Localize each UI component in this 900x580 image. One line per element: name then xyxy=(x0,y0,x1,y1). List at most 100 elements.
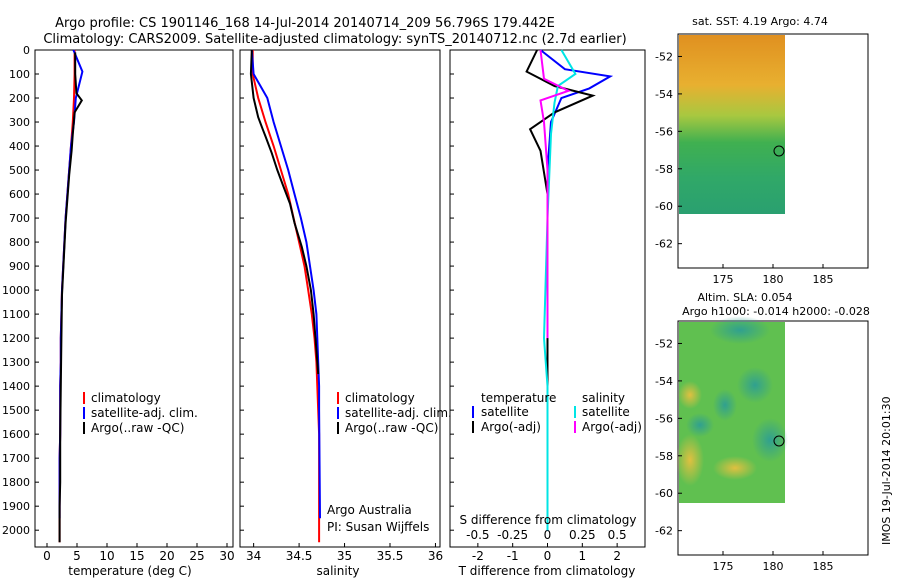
legend-label-climatology: climatology xyxy=(91,391,161,405)
legend-label-argo: Argo(..raw -QC) xyxy=(345,421,438,435)
temp-tick-label: 15 xyxy=(129,549,144,563)
series-line-salinity-satellite xyxy=(542,49,577,531)
lat-tick-label: -60 xyxy=(655,200,673,213)
lon-tick-label: 180 xyxy=(763,273,784,286)
temp-tick-label: 30 xyxy=(219,549,234,563)
legend-label-climatology: climatology xyxy=(345,391,415,405)
diff-s-tick-label: 0 xyxy=(544,528,552,542)
salinity-tick-label: 35 xyxy=(337,549,352,563)
salinity-tick-label: 34 xyxy=(246,549,261,563)
depth-tick-label: 500 xyxy=(9,164,30,177)
diff-s-tick-label: 0.5 xyxy=(608,528,627,542)
lat-tick-label: -58 xyxy=(655,163,673,176)
x-axes: 0 5 10 15 20 25 30 34 34.5 35 35.5 36 -2 -1 0 1 2 -0.5 -0.… xyxy=(43,528,627,563)
sla-argo-position-marker xyxy=(773,435,785,447)
title-line-2: Climatology: CARS2009. Satellite-adjuste… xyxy=(43,32,626,47)
series-line-argo-raw-qc- xyxy=(58,52,84,543)
diff-tick-label: 1 xyxy=(579,549,587,563)
temp-tick-label: 0 xyxy=(43,549,51,563)
legend-label-satellite: satellite-adj. clim. xyxy=(91,406,198,420)
sst-map-image xyxy=(679,35,785,214)
legend-label-argo: Argo(..raw -QC) xyxy=(91,421,184,435)
depth-tick-label: 1900 xyxy=(2,500,30,513)
depth-tick-label: 1400 xyxy=(2,380,30,393)
temperature-legend: climatology satellite-adj. clim. Argo(..… xyxy=(83,391,198,435)
legend-header-temperature: temperature xyxy=(481,391,556,405)
depth-tick-label: 1600 xyxy=(2,428,30,441)
depth-tick-label: 0 xyxy=(23,44,30,57)
pi-label: PI: Susan Wijffels xyxy=(327,520,429,534)
lon-tick-label: 185 xyxy=(813,273,834,286)
legend-label-t-argo: Argo(-adj) xyxy=(481,420,541,434)
lat-tick-label: -56 xyxy=(655,412,673,425)
timestamp: IMOS 19-Jul-2014 20:01:30 xyxy=(880,396,893,545)
lat-tick-label: -62 xyxy=(655,525,673,538)
depth-tick-label: 900 xyxy=(9,260,30,273)
diff-tick-label: 0 xyxy=(544,549,552,563)
salinity-tick-label: 36 xyxy=(428,549,443,563)
temp-tick-label: 25 xyxy=(189,549,204,563)
lat-tick-label: -52 xyxy=(655,50,673,63)
depth-tick-label: 1000 xyxy=(2,284,30,297)
lat-tick-label: -62 xyxy=(655,238,673,251)
sst-map-title: sat. SST: 4.19 Argo: 4.74 xyxy=(692,15,828,28)
series-line-temperature-satellite xyxy=(539,49,614,531)
temp-tick-label: 5 xyxy=(73,549,81,563)
difference-xlabel: T difference from climatology xyxy=(458,564,636,578)
depth-tick-label: 1300 xyxy=(2,356,30,369)
institution-label: Argo Australia xyxy=(327,503,412,517)
difference-top-label: S difference from climatology xyxy=(460,513,637,527)
lat-tick-label: -54 xyxy=(655,88,673,101)
depth-tick-label: 100 xyxy=(9,68,30,81)
legend-label-satellite: satellite-adj. clim. xyxy=(345,406,452,420)
salinity-legend: climatology satellite-adj. clim. Argo(..… xyxy=(337,391,452,435)
depth-tick-label: 200 xyxy=(9,92,30,105)
depth-tick-label: 300 xyxy=(9,116,30,129)
depth-tick-label: 1800 xyxy=(2,476,30,489)
lat-tick-label: -54 xyxy=(655,375,673,388)
depth-tick-label: 400 xyxy=(9,140,30,153)
depth-tick-label: 1200 xyxy=(2,332,30,345)
sst-argo-position-marker xyxy=(773,145,785,157)
lon-tick-label: 175 xyxy=(713,273,734,286)
temp-tick-label: 20 xyxy=(159,549,174,563)
lat-tick-label: -60 xyxy=(655,487,673,500)
series-line-temperature-argo-adj- xyxy=(525,49,596,531)
salinity-tick-label: 35.5 xyxy=(377,549,404,563)
salinity-xlabel: salinity xyxy=(316,564,359,578)
temp-tick-label: 10 xyxy=(99,549,114,563)
depth-tick-label: 1700 xyxy=(2,452,30,465)
difference-legend: temperature salinity satellite Argo(-adj… xyxy=(472,391,642,434)
sla-map-image xyxy=(676,316,788,503)
depth-axis: 0 100 200 300 400 500 600 700 800 900 1000 1100 1200… xyxy=(2,44,454,537)
depth-tick-label: 1500 xyxy=(2,404,30,417)
legend-label-t-satellite: satellite xyxy=(481,405,529,419)
salinity-panel xyxy=(239,49,441,548)
diff-tick-label: 2 xyxy=(613,549,621,563)
sla-map-axes: -52 -54 -56 -58 -60 -62 175 180 185 xyxy=(655,337,833,573)
diff-s-tick-label: -0.5 xyxy=(466,528,489,542)
lon-tick-label: 175 xyxy=(713,560,734,573)
legend-label-s-satellite: satellite xyxy=(582,405,630,419)
profile-lines xyxy=(58,49,614,543)
legend-label-s-argo: Argo(-adj) xyxy=(582,420,642,434)
diff-s-tick-label: -0.25 xyxy=(497,528,528,542)
lat-tick-label: -52 xyxy=(655,337,673,350)
salinity-tick-label: 34.5 xyxy=(286,549,313,563)
sst-map-axes: -52 -54 -56 -58 -60 -62 175 180 185 xyxy=(655,50,833,286)
depth-tick-label: 600 xyxy=(9,188,30,201)
diff-tick-label: -1 xyxy=(507,549,519,563)
depth-tick-label: 2000 xyxy=(2,524,30,537)
lat-tick-label: -56 xyxy=(655,125,673,138)
series-line-salinity-argo-adj- xyxy=(539,49,571,339)
series-line-argo-raw-qc- xyxy=(249,49,320,375)
lon-tick-label: 180 xyxy=(763,560,784,573)
depth-tick-label: 1100 xyxy=(2,308,30,321)
lat-tick-label: -58 xyxy=(655,450,673,463)
series-line-climatology xyxy=(251,50,321,543)
sla-map-title-1: Altim. SLA: 0.054 xyxy=(697,291,792,304)
depth-tick-label: 700 xyxy=(9,212,30,225)
temperature-panel xyxy=(34,49,234,548)
temperature-xlabel: temperature (deg C) xyxy=(68,564,191,578)
